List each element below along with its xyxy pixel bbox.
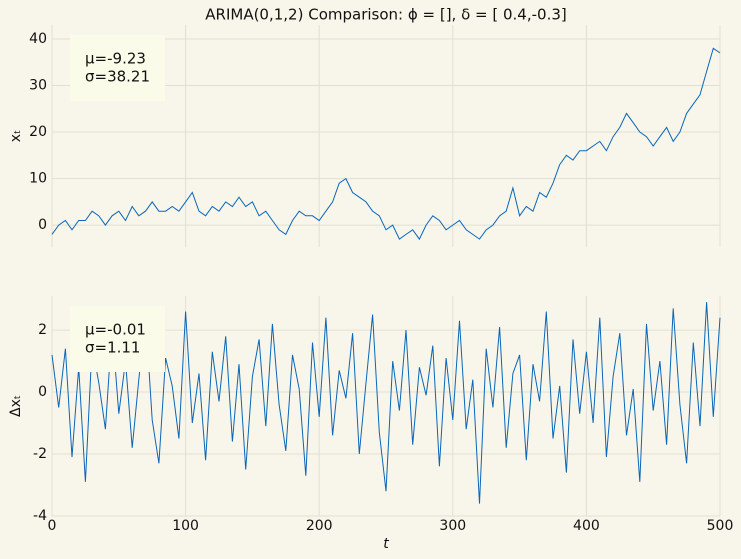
annotation-box — [70, 306, 165, 372]
y-tick-label: 30 — [29, 78, 47, 94]
x-tick-label: 400 — [573, 518, 600, 534]
y-tick-label: -2 — [33, 446, 47, 462]
x-axis-label: t — [383, 536, 389, 552]
y-tick-label: 10 — [29, 171, 47, 187]
chart-title: ARIMA(0,1,2) Comparison: ϕ = [], δ = [ 0… — [205, 6, 566, 24]
x-tick-label: 300 — [439, 518, 466, 534]
series-line — [51, 302, 721, 504]
x-tick-label: 200 — [306, 518, 333, 534]
annotation: μ=-9.23 — [85, 50, 146, 68]
x-tick-label: 500 — [707, 518, 734, 534]
annotation: σ=38.21 — [85, 68, 150, 86]
y-tick-label: 0 — [38, 384, 47, 400]
annotation: μ=-0.01 — [85, 321, 146, 339]
annotation: σ=1.11 — [85, 339, 140, 357]
x-tick-label: 100 — [172, 518, 199, 534]
y-tick-label: 2 — [38, 322, 47, 338]
y-tick-label: 20 — [29, 124, 47, 140]
series-line — [51, 47, 721, 241]
y-axis-label: xₜ — [8, 130, 24, 142]
y-tick-label: 0 — [38, 217, 47, 233]
y-axis-label: Δxₜ — [8, 395, 24, 417]
y-tick-label: -4 — [33, 508, 47, 524]
y-tick-label: 40 — [29, 31, 47, 47]
annotation-box — [70, 35, 165, 101]
x-tick-label: 0 — [48, 518, 57, 534]
